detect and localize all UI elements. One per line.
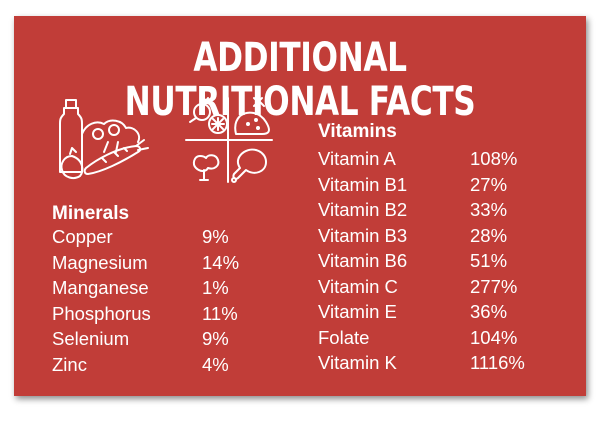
- list-item: Vitamin B1 27%: [318, 172, 558, 198]
- food-groups-icon: [185, 97, 273, 183]
- list-item: Vitamin B3 28%: [318, 223, 558, 249]
- mineral-value: 14%: [202, 251, 240, 273]
- minerals-list: Copper 9% Magnesium 14% Manganese 1% Phosph…: [52, 224, 272, 377]
- list-item: Phosphorus 11%: [52, 301, 272, 327]
- vitamin-value: 277%: [470, 275, 518, 297]
- list-item: Vitamin C 277%: [318, 274, 558, 300]
- vitamin-value: 27%: [470, 173, 508, 195]
- mineral-value: 9%: [202, 226, 229, 247]
- vitamin-name: Vitamin E: [318, 301, 397, 322]
- page-title: ADDITIONAL NUTRITIONAL FACTS: [124, 35, 476, 125]
- mineral-name: Selenium: [52, 328, 130, 349]
- mineral-value: 11%: [202, 302, 238, 324]
- mineral-name: Phosphorus: [52, 302, 151, 324]
- list-item: Vitamin K 1116%: [318, 350, 558, 376]
- vitamin-value: 51%: [470, 250, 508, 271]
- vitamin-value: 36%: [470, 301, 508, 322]
- nutrition-card: ADDITIONAL NUTRITIONAL FACTS Minerals Co…: [14, 16, 586, 396]
- mineral-name: Copper: [52, 226, 113, 247]
- vitamin-name: Vitamin B2: [318, 199, 408, 220]
- vitamin-name: Vitamin B3: [318, 224, 408, 246]
- mineral-value: 1%: [202, 277, 229, 298]
- vitamin-value: 108%: [470, 148, 518, 169]
- vitamin-name: Vitamin K: [318, 352, 397, 373]
- vitamins-heading: Vitamins: [318, 121, 397, 142]
- list-item: Vitamin B2 33%: [318, 197, 558, 223]
- mineral-name: Manganese: [52, 277, 149, 298]
- list-item: Vitamin A 108%: [318, 146, 558, 172]
- list-item: Magnesium 14%: [52, 250, 272, 276]
- list-item: Folate 104%: [318, 325, 558, 351]
- mineral-name: Magnesium: [52, 251, 148, 273]
- grocery-bag-icon: [59, 99, 149, 179]
- vitamin-name: Vitamin B6: [318, 250, 408, 271]
- mineral-name: Zinc: [52, 353, 87, 375]
- vitamin-value: 33%: [470, 199, 508, 220]
- vitamin-name: Vitamin A: [318, 148, 396, 169]
- list-item: Manganese 1%: [52, 275, 272, 301]
- list-item: Copper 9%: [52, 224, 272, 250]
- mineral-value: 4%: [202, 353, 229, 375]
- minerals-heading: Minerals: [52, 203, 130, 224]
- vitamin-name: Vitamin B1: [318, 173, 408, 195]
- vitamin-value: 1116%: [470, 352, 525, 373]
- vitamin-name: Vitamin C: [318, 275, 398, 297]
- vitamin-value: 104%: [470, 326, 518, 348]
- list-item: Vitamin E 36%: [318, 299, 558, 325]
- list-item: Selenium 9%: [52, 326, 272, 352]
- vitamin-name: Folate: [318, 326, 370, 348]
- vitamin-value: 28%: [470, 224, 508, 246]
- mineral-value: 9%: [202, 328, 229, 349]
- vitamins-list: Vitamin A 108% Vitamin B1 27% Vitamin B2 33…: [318, 146, 558, 376]
- list-item: Zinc 4%: [52, 352, 272, 378]
- list-item: Vitamin B6 51%: [318, 248, 558, 274]
